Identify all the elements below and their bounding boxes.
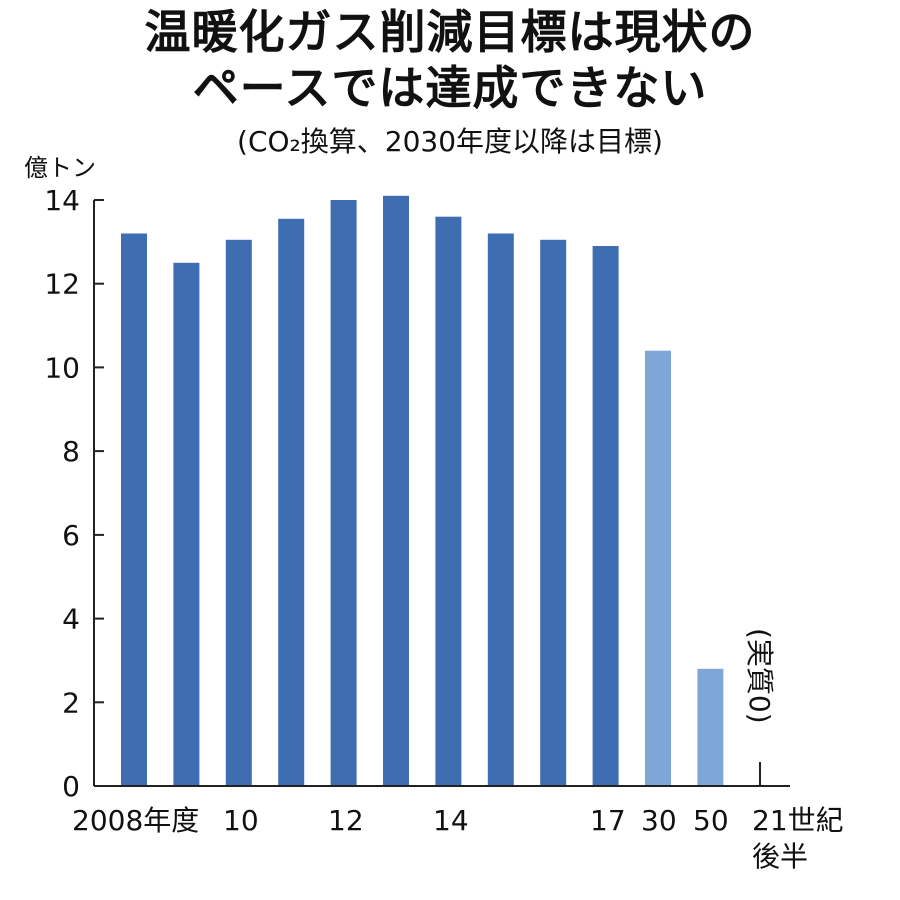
y-axis-unit-label: 億トン (24, 154, 96, 182)
x-tick-label-12: 12 (328, 804, 364, 837)
bar-2016 (540, 239, 567, 787)
y-tick-label-4: 4 (62, 603, 80, 636)
x-tick-label-10: 10 (223, 804, 259, 837)
x-tick-group: 2008年度 10 12 14 17 30 50 21世紀 後半 (72, 804, 844, 873)
x-tick-label-latter-half: 後半 (752, 840, 808, 873)
chart-title-line2: ペースでは達成できない (192, 61, 708, 115)
annotation-net-zero: (実質0) (743, 628, 776, 786)
bar-group (121, 195, 724, 787)
bar-2009 (173, 262, 200, 786)
y-tick-label-6: 6 (62, 519, 80, 552)
y-tick-label-10: 10 (44, 351, 80, 384)
bar-2015 (487, 233, 514, 786)
x-tick-label-17: 17 (590, 804, 626, 837)
annotation-text: (実質0) (743, 628, 776, 724)
bar-2013 (383, 195, 409, 787)
axes (93, 200, 790, 787)
x-tick-label-21c: 21世紀 (752, 804, 844, 837)
x-tick-label-2008: 2008年度 (72, 804, 199, 837)
bar-2010 (225, 239, 252, 787)
y-tick-label-14: 14 (44, 184, 80, 217)
x-tick-label-30: 30 (641, 804, 677, 837)
x-tick-label-14: 14 (433, 804, 469, 837)
bar-2030 (645, 350, 671, 786)
bar-2050 (697, 668, 724, 786)
bar-2008 (121, 233, 147, 786)
y-tick-label-8: 8 (62, 435, 80, 468)
chart-subtitle: (CO₂換算、2030年度以降は目標) (237, 125, 663, 158)
y-tick-label-0: 0 (62, 770, 80, 803)
bar-2012 (330, 200, 357, 786)
y-tick-group: 0 2 4 6 8 10 12 14 (44, 184, 104, 803)
bar-2017 (592, 246, 619, 786)
y-tick-label-12: 12 (44, 268, 80, 301)
chart-title-line1: 温暖化ガス削減目標は現状の (144, 5, 756, 59)
bar-2011 (278, 218, 305, 787)
x-tick-label-50: 50 (693, 804, 729, 837)
y-tick-label-2: 2 (62, 686, 80, 719)
bar-2014 (435, 216, 462, 786)
